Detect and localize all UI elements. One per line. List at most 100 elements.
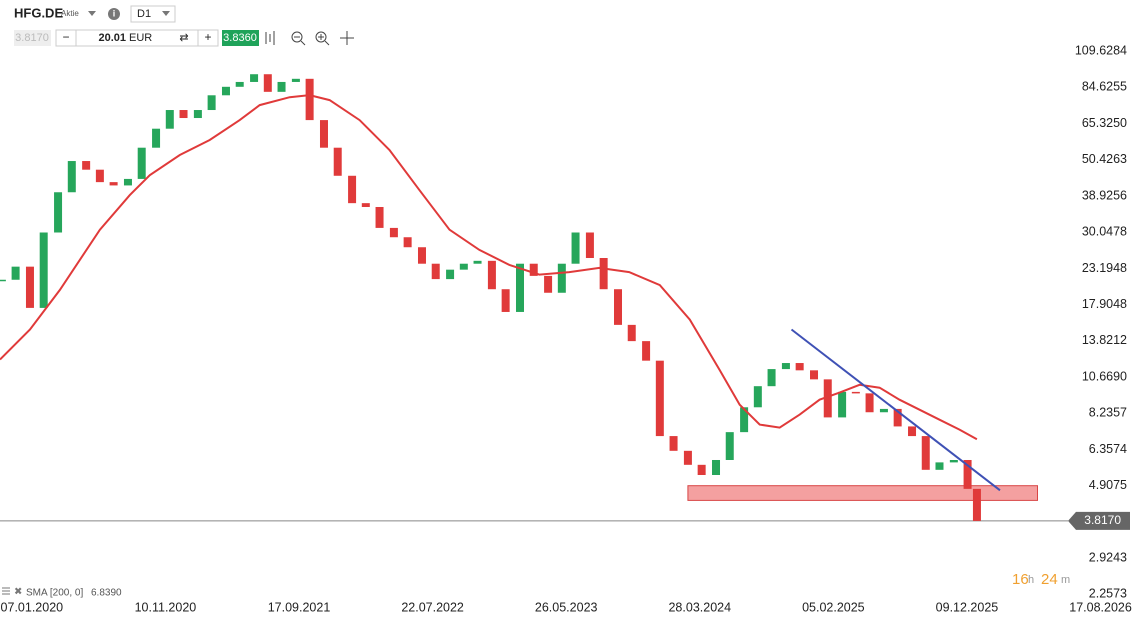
sma-line: [0, 94, 978, 441]
candle: [753, 386, 762, 408]
candle: [207, 95, 216, 111]
candle: [963, 459, 972, 489]
candle: [865, 393, 874, 413]
candle: [908, 426, 917, 437]
swap-icon[interactable]: ⇄: [179, 32, 188, 44]
candle: [348, 175, 357, 204]
candle: [82, 161, 91, 170]
legend-icon: [2, 587, 10, 595]
candle: [795, 363, 804, 371]
candle: [179, 110, 188, 119]
candle: [333, 147, 342, 176]
candle: [165, 110, 174, 129]
candle: [193, 110, 202, 119]
candle: [851, 391, 860, 394]
x-tick-label: 07.01.2020: [1, 600, 64, 614]
y-tick-label: 10.6690: [1082, 369, 1127, 383]
candle: [123, 178, 132, 186]
legend-sma-value: 6.8390: [91, 588, 122, 599]
candle: [235, 81, 244, 87]
support-zone: [687, 485, 1038, 501]
candle: [319, 120, 328, 148]
info-i: i: [113, 8, 116, 18]
dropdown-arrow[interactable]: [88, 11, 96, 16]
candle: [935, 462, 944, 470]
minus-button[interactable]: −: [62, 30, 69, 44]
candle: [972, 488, 981, 521]
candle: [277, 81, 286, 92]
candle: [291, 78, 300, 82]
candle: [599, 258, 608, 290]
candle: [557, 263, 566, 293]
x-tick-label: 09.12.2025: [936, 600, 999, 614]
legend-close: ✖: [14, 587, 22, 598]
candle-timer: 24: [1041, 571, 1058, 588]
candle: [417, 247, 426, 264]
timeframe-box[interactable]: [130, 5, 176, 23]
order-box: [55, 29, 219, 47]
candle: [712, 459, 721, 475]
candle: [921, 436, 930, 470]
current-price-box: [1068, 511, 1130, 530]
candle: [0, 279, 6, 282]
x-tick-label: 10.11.2020: [135, 600, 197, 614]
candle: [446, 269, 455, 280]
candle: [893, 408, 902, 427]
candle: [403, 237, 412, 248]
candle-timer: 16: [1012, 571, 1029, 588]
current-price-label: 3.8170: [1084, 513, 1121, 527]
timeframe: D1: [137, 8, 151, 20]
candle: [669, 436, 678, 451]
candle: [585, 232, 594, 259]
currency: EUR: [129, 32, 152, 44]
candle-timer: h: [1028, 574, 1034, 586]
candle: [305, 78, 314, 121]
candle: [810, 370, 819, 380]
candle: [54, 192, 63, 233]
volume[interactable]: 20.01: [98, 32, 126, 44]
y-tick-label: 38.9256: [1082, 188, 1127, 202]
candle: [642, 341, 651, 361]
y-tick-label: 65.3250: [1082, 116, 1127, 130]
ask-box[interactable]: [222, 30, 259, 46]
y-tick-label: 2.2573: [1089, 587, 1127, 601]
candle: [25, 266, 34, 308]
candle: [389, 227, 398, 238]
candle: [221, 86, 230, 96]
toolbar-icons[interactable]: [265, 31, 354, 46]
x-tick-label: 22.07.2022: [401, 600, 464, 614]
candle-timer: m: [1061, 574, 1070, 586]
candle: [459, 263, 468, 270]
candle: [361, 203, 370, 207]
x-tick-label: 26.05.2023: [535, 600, 598, 614]
candle: [263, 74, 272, 92]
y-tick-label: 30.0478: [1082, 225, 1127, 239]
y-tick-label: 8.2357: [1089, 406, 1127, 420]
candle: [725, 432, 734, 460]
plus-button[interactable]: +: [204, 30, 211, 44]
candle: [879, 408, 888, 413]
candle: [95, 169, 104, 183]
ask-price: 3.8360: [223, 32, 257, 44]
candle: [109, 182, 118, 186]
bid-box[interactable]: [14, 30, 51, 46]
candle: [515, 263, 524, 312]
candle: [67, 161, 76, 193]
candle: [544, 275, 553, 293]
candle: [250, 74, 259, 82]
candle: [137, 147, 146, 179]
candle: [473, 260, 482, 264]
candle: [838, 391, 847, 418]
candle: [781, 363, 790, 370]
info-icon[interactable]: [108, 8, 120, 20]
candle: [431, 263, 440, 280]
candle: [627, 324, 636, 342]
symbol[interactable]: HFG.DE: [14, 5, 63, 20]
y-tick-label: 109.6284: [1075, 44, 1127, 58]
x-tick-label: 05.02.2025: [802, 600, 865, 614]
candle: [375, 206, 384, 228]
candle: [529, 263, 538, 276]
candle: [740, 407, 749, 433]
y-tick-label: 6.3574: [1089, 442, 1127, 456]
timeframe-arrow: [162, 11, 170, 16]
